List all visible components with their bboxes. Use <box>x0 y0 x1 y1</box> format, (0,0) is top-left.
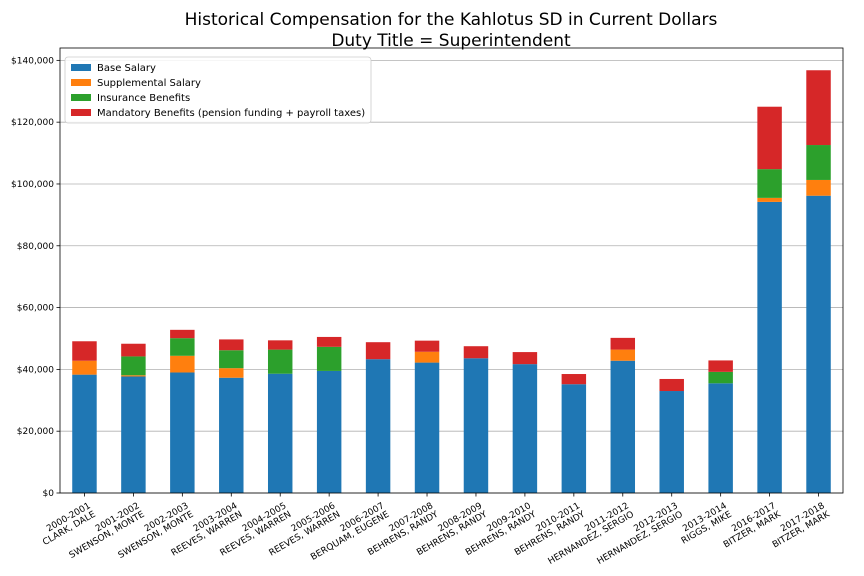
bar-segment-base <box>659 391 684 493</box>
y-tick-label: $80,000 <box>17 242 54 252</box>
bar-segment-base <box>463 358 489 493</box>
bar-segment-supplemental <box>219 368 244 378</box>
bar-segment-insurance <box>316 346 342 371</box>
bar-segment-mandatory <box>512 352 538 365</box>
legend-box <box>64 56 372 124</box>
bar-segment-mandatory <box>219 339 244 351</box>
bar-segment-supplemental <box>806 179 831 196</box>
bar-segment-base <box>219 377 244 493</box>
y-tick-label: $40,000 <box>17 365 54 375</box>
bar-segment-mandatory <box>659 378 684 392</box>
bar-segment-supplemental <box>414 351 440 363</box>
legend-label: Supplemental Salary <box>97 78 201 89</box>
bar-segment-base <box>414 362 440 493</box>
bar-segment-mandatory <box>561 374 587 385</box>
chart-title: Historical Compensation for the Kahlotus… <box>185 10 718 30</box>
bar-segment-mandatory <box>365 342 391 360</box>
bar-segment-insurance <box>121 356 146 376</box>
bar-segment-mandatory <box>414 340 440 352</box>
bar-segment-insurance <box>170 338 195 356</box>
bar-segment-insurance <box>806 145 831 180</box>
legend-label: Base Salary <box>97 63 156 74</box>
legend-label: Mandatory Benefits (pension funding + pa… <box>97 108 365 119</box>
bars <box>72 70 831 494</box>
y-tick-label: $140,000 <box>11 56 54 66</box>
y-tick-label: $120,000 <box>11 118 54 128</box>
bar-segment-insurance <box>757 169 782 198</box>
bar-segment-base <box>267 373 293 493</box>
bar-segment-base <box>708 383 733 493</box>
legend-swatch <box>71 79 91 86</box>
bar-segment-mandatory <box>170 329 195 339</box>
bar-segment-mandatory <box>806 70 831 146</box>
bar-segment-mandatory <box>757 106 782 170</box>
bar-segment-mandatory <box>610 337 636 350</box>
bar-segment-base <box>121 376 146 493</box>
bar-segment-mandatory <box>267 340 293 350</box>
legend-swatch <box>71 94 91 101</box>
legend: Base Salary Supplemental Salary Insurance … <box>64 56 372 124</box>
y-tick-label: $100,000 <box>11 180 54 190</box>
legend-swatch <box>71 64 91 71</box>
bar-segment-base <box>316 370 342 493</box>
bar-segment-mandatory <box>72 341 97 361</box>
y-tick-label: $20,000 <box>17 427 54 437</box>
bar-segment-base <box>72 374 97 493</box>
bar-segment-mandatory <box>463 346 489 359</box>
bar-segment-base <box>806 195 831 493</box>
bar-segment-mandatory <box>316 336 342 347</box>
plot-area-frame <box>59 47 844 494</box>
legend-swatch <box>71 109 91 116</box>
bar-segment-insurance <box>267 349 293 374</box>
bar-segment-base <box>610 360 636 493</box>
y-tick-label: $60,000 <box>17 304 54 314</box>
bar-segment-mandatory <box>121 343 146 357</box>
chart-subtitle: Duty Title = Superintendent <box>331 31 571 51</box>
bar-segment-insurance <box>708 371 733 384</box>
bar-segment-supplemental <box>610 349 636 361</box>
y-axis: $0 $20,000 $40,000 $60,000 $80,000 $100,000 $1… <box>11 56 60 499</box>
bar-segment-supplemental <box>121 375 146 377</box>
bar-segment-supplemental <box>72 360 97 375</box>
bar-segment-insurance <box>219 350 244 369</box>
bar-segment-supplemental <box>170 355 195 373</box>
bar-segment-base <box>170 372 195 493</box>
bar-segment-base <box>757 201 782 494</box>
bar-segment-mandatory <box>708 360 733 372</box>
bar-segment-supplemental <box>757 197 782 202</box>
y-tick-label: $0 <box>43 489 55 499</box>
bar-segment-base <box>365 359 391 493</box>
bar-segment-base <box>561 384 587 493</box>
legend-label: Insurance Benefits <box>97 93 190 104</box>
bar-segment-base <box>512 364 538 493</box>
